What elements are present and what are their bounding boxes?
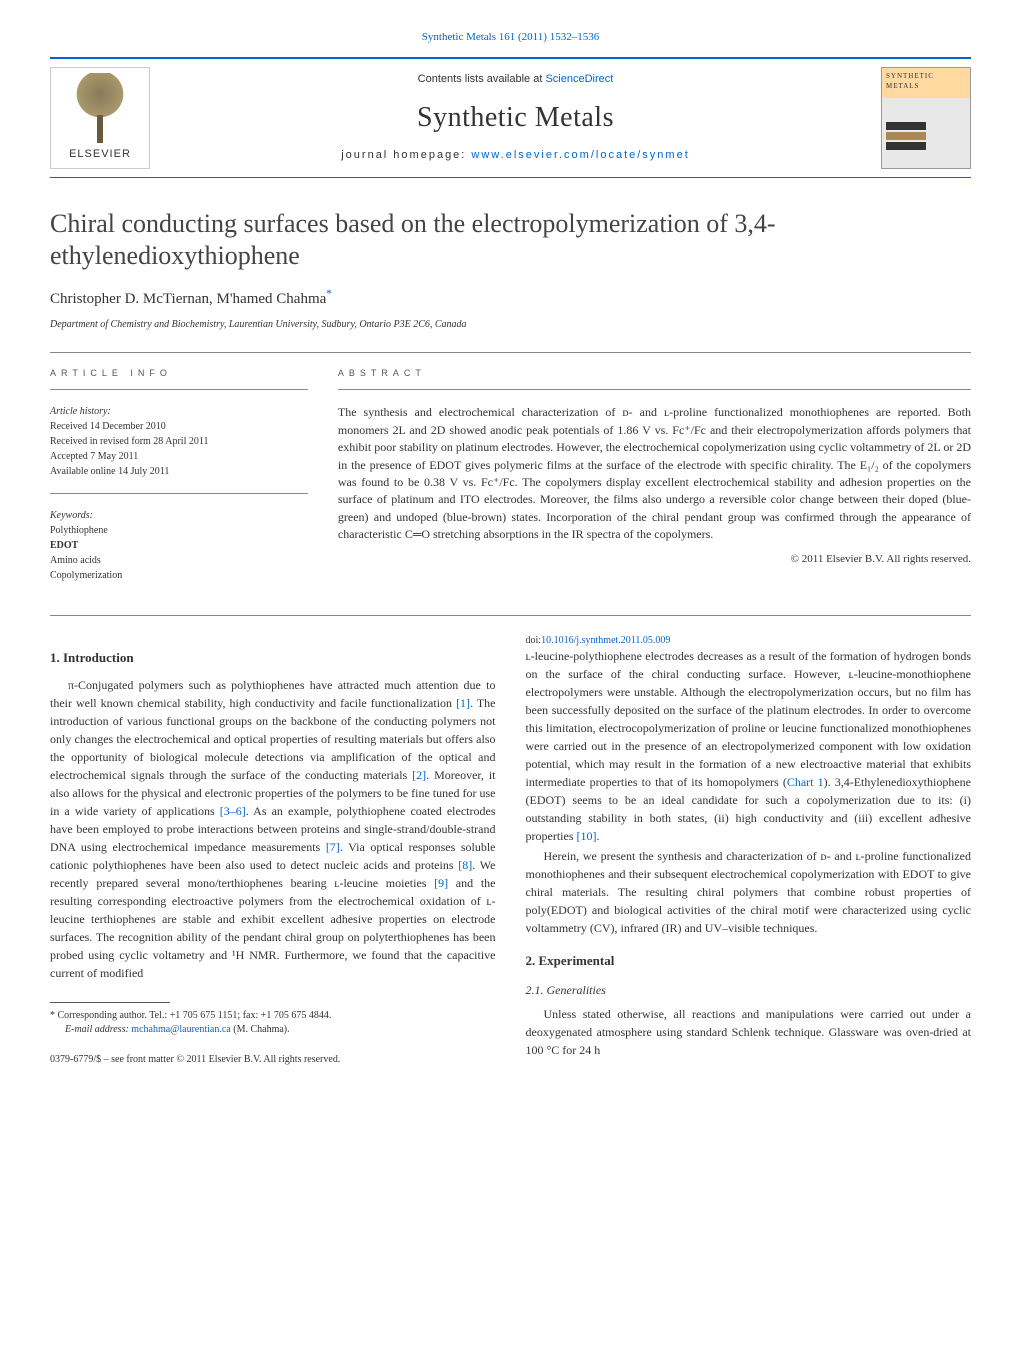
body-text: π-Conjugated polymers such as polythioph…	[50, 678, 496, 710]
cover-title: SYNTHETIC METALS	[886, 72, 966, 92]
doi-link[interactable]: 10.1016/j.synthmet.2011.05.009	[541, 635, 670, 646]
history-header: Article history:	[50, 404, 308, 419]
citation-ref[interactable]: [10]	[576, 829, 596, 843]
cover-decoration	[886, 142, 926, 150]
doi-prefix: doi:	[526, 635, 542, 646]
body-paragraph: ʟ-leucine-polythiophene electrodes decre…	[526, 647, 972, 845]
article-history: Article history: Received 14 December 20…	[50, 404, 308, 479]
info-rule	[50, 493, 308, 494]
homepage-prefix: journal homepage:	[341, 149, 471, 161]
email-label: E-mail address:	[65, 1024, 131, 1035]
history-line: Accepted 7 May 2011	[50, 449, 308, 464]
corr-author-contact: * Corresponding author. Tel.: +1 705 675…	[50, 1009, 496, 1023]
journal-homepage-line: journal homepage: www.elsevier.com/locat…	[341, 148, 690, 163]
journal-citation[interactable]: Synthetic Metals 161 (2011) 1532–1536	[50, 30, 971, 45]
elsevier-tree-icon	[70, 73, 130, 143]
cover-decoration	[886, 132, 926, 140]
publisher-name: ELSEVIER	[69, 147, 131, 162]
corresponding-author-footnote: * Corresponding author. Tel.: +1 705 675…	[50, 1009, 496, 1037]
body-paragraph: π-Conjugated polymers such as polythioph…	[50, 676, 496, 982]
body-paragraph: Herein, we present the synthesis and cha…	[526, 847, 972, 937]
history-line: Received in revised form 28 April 2011	[50, 434, 308, 449]
affiliation: Department of Chemistry and Biochemistry…	[50, 318, 971, 332]
abstract-label: ABSTRACT	[338, 367, 971, 380]
article-body: 1. Introduction π-Conjugated polymers su…	[50, 634, 971, 1066]
section-heading-introduction: 1. Introduction	[50, 648, 496, 668]
info-rule	[50, 389, 308, 390]
citation-ref[interactable]: [2]	[412, 768, 426, 782]
citation-ref[interactable]: [3–6]	[220, 804, 246, 818]
keyword: Amino acids	[50, 553, 308, 568]
front-matter-line: 0379-6779/$ – see front matter © 2011 El…	[50, 1053, 496, 1066]
author-names: Christopher D. McTiernan, M'hamed Chahma	[50, 291, 326, 307]
history-line: Received 14 December 2010	[50, 419, 308, 434]
contents-available-prefix: Contents lists available at	[418, 73, 546, 85]
journal-header: ELSEVIER Contents lists available at Sci…	[50, 58, 971, 177]
history-line: Available online 14 July 2011	[50, 464, 308, 479]
journal-title: Synthetic Metals	[417, 98, 614, 137]
contents-available-line: Contents lists available at ScienceDirec…	[418, 72, 614, 87]
citation-ref[interactable]: [9]	[434, 876, 448, 890]
abstract-rule	[338, 389, 971, 390]
body-paragraph: Unless stated otherwise, all reactions a…	[526, 1005, 972, 1059]
body-text: ʟ-leucine-polythiophene electrodes decre…	[526, 649, 972, 789]
sciencedirect-link[interactable]: ScienceDirect	[545, 73, 613, 85]
cover-decoration	[886, 122, 926, 130]
citation-ref[interactable]: [8]	[458, 858, 472, 872]
article-title: Chiral conducting surfaces based on the …	[50, 208, 971, 273]
keyword: Polythiophene	[50, 523, 308, 538]
article-info-label: ARTICLE INFO	[50, 367, 308, 380]
corresponding-author-mark: *	[326, 288, 332, 300]
journal-homepage-link[interactable]: www.elsevier.com/locate/synmet	[471, 149, 689, 161]
email-suffix: (M. Chahma).	[231, 1024, 290, 1035]
copyright-line: © 2011 Elsevier B.V. All rights reserved…	[338, 552, 971, 567]
authors-line: Christopher D. McTiernan, M'hamed Chahma…	[50, 287, 971, 310]
keyword: Copolymerization	[50, 568, 308, 583]
body-text: .	[596, 829, 599, 843]
footnote-rule	[50, 1002, 170, 1003]
subsection-heading-generalities: 2.1. Generalities	[526, 981, 972, 999]
corr-author-email[interactable]: mchahma@laurentian.ca	[131, 1024, 230, 1035]
publisher-logo: ELSEVIER	[50, 67, 150, 168]
rule-below-abstract	[50, 615, 971, 616]
body-text: and the resulting corresponding electroa…	[50, 876, 496, 980]
chart-ref[interactable]: Chart 1	[787, 775, 824, 789]
keyword: EDOT	[50, 538, 308, 553]
citation-ref[interactable]: [1]	[456, 696, 470, 710]
citation-ref[interactable]: [7]	[326, 840, 340, 854]
section-heading-experimental: 2. Experimental	[526, 951, 972, 971]
rule-above-abstract	[50, 352, 971, 353]
keywords-header: Keywords:	[50, 508, 308, 523]
keywords-block: Keywords: Polythiophene EDOT Amino acids…	[50, 508, 308, 583]
abstract-text: The synthesis and electrochemical charac…	[338, 404, 971, 543]
journal-cover-thumbnail: SYNTHETIC METALS	[881, 67, 971, 168]
